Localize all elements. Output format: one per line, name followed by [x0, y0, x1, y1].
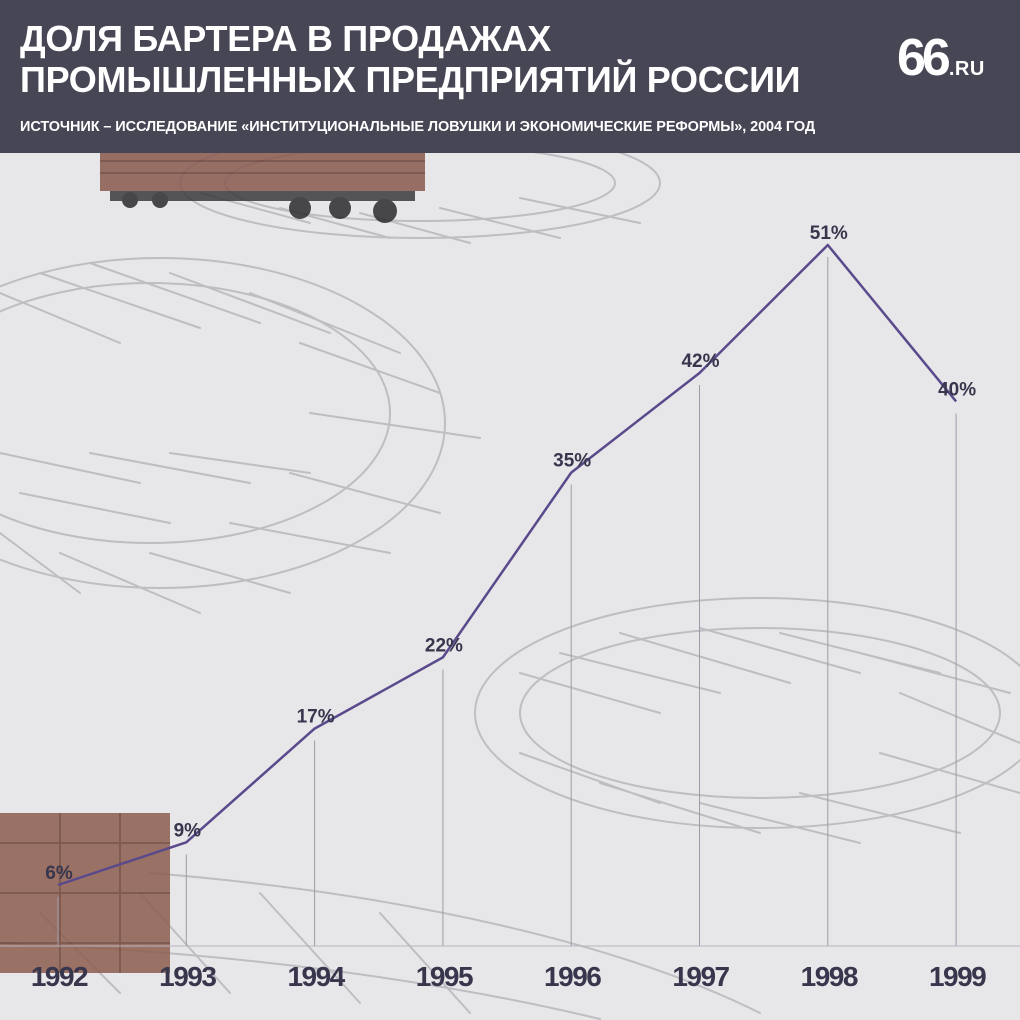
site-logo: 66 .RU — [897, 30, 985, 86]
x-tick-label-1999: 1999 — [929, 961, 986, 992]
header-bar: ДОЛЯ БАРТЕРА В ПРОДАЖАХ ПРОМЫШЛЕННЫХ ПРЕ… — [0, 0, 1020, 153]
value-label-1999: 40% — [938, 379, 976, 400]
value-label-1998: 51% — [810, 223, 848, 244]
x-tick-labels: 1992 1993 1994 1995 1996 1997 1998 1999 — [31, 961, 988, 992]
value-label-1994: 17% — [297, 707, 335, 728]
x-tick-label-1997: 1997 — [672, 961, 729, 992]
x-tick-label-1996: 1996 — [544, 961, 601, 992]
wagon-top — [100, 153, 425, 223]
chart-title: ДОЛЯ БАРТЕРА В ПРОДАЖАХ ПРОМЫШЛЕННЫХ ПРЕ… — [20, 18, 801, 100]
value-label-1995: 22% — [425, 635, 463, 656]
value-label-1996: 35% — [553, 451, 591, 472]
chart-title-line-1: ДОЛЯ БАРТЕРА В ПРОДАЖАХ — [20, 18, 552, 59]
value-labels: 6% 9% 17% 22% 35% 42% 51% 40% — [45, 223, 976, 884]
series-line — [57, 243, 958, 887]
logo-number: 66 — [897, 29, 951, 87]
x-tick-label-1994: 1994 — [287, 961, 345, 992]
value-label-1993: 9% — [174, 820, 202, 841]
droplines — [57, 257, 957, 946]
chart-title-line-2: ПРОМЫШЛЕННЫХ ПРЕДПРИЯТИЙ РОССИИ — [20, 59, 801, 100]
x-tick-label-1993: 1993 — [159, 961, 216, 992]
value-label-1997: 42% — [681, 351, 719, 372]
chart-source: ИСТОЧНИК – ИССЛЕДОВАНИЕ «ИНСТИТУЦИОНАЛЬН… — [20, 119, 816, 135]
logo-domain: .RU — [948, 58, 985, 80]
x-tick-label-1998: 1998 — [801, 961, 858, 992]
x-tick-label-1995: 1995 — [416, 961, 473, 992]
x-tick-label-1992: 1992 — [31, 961, 88, 992]
value-label-1992: 6% — [45, 863, 73, 884]
